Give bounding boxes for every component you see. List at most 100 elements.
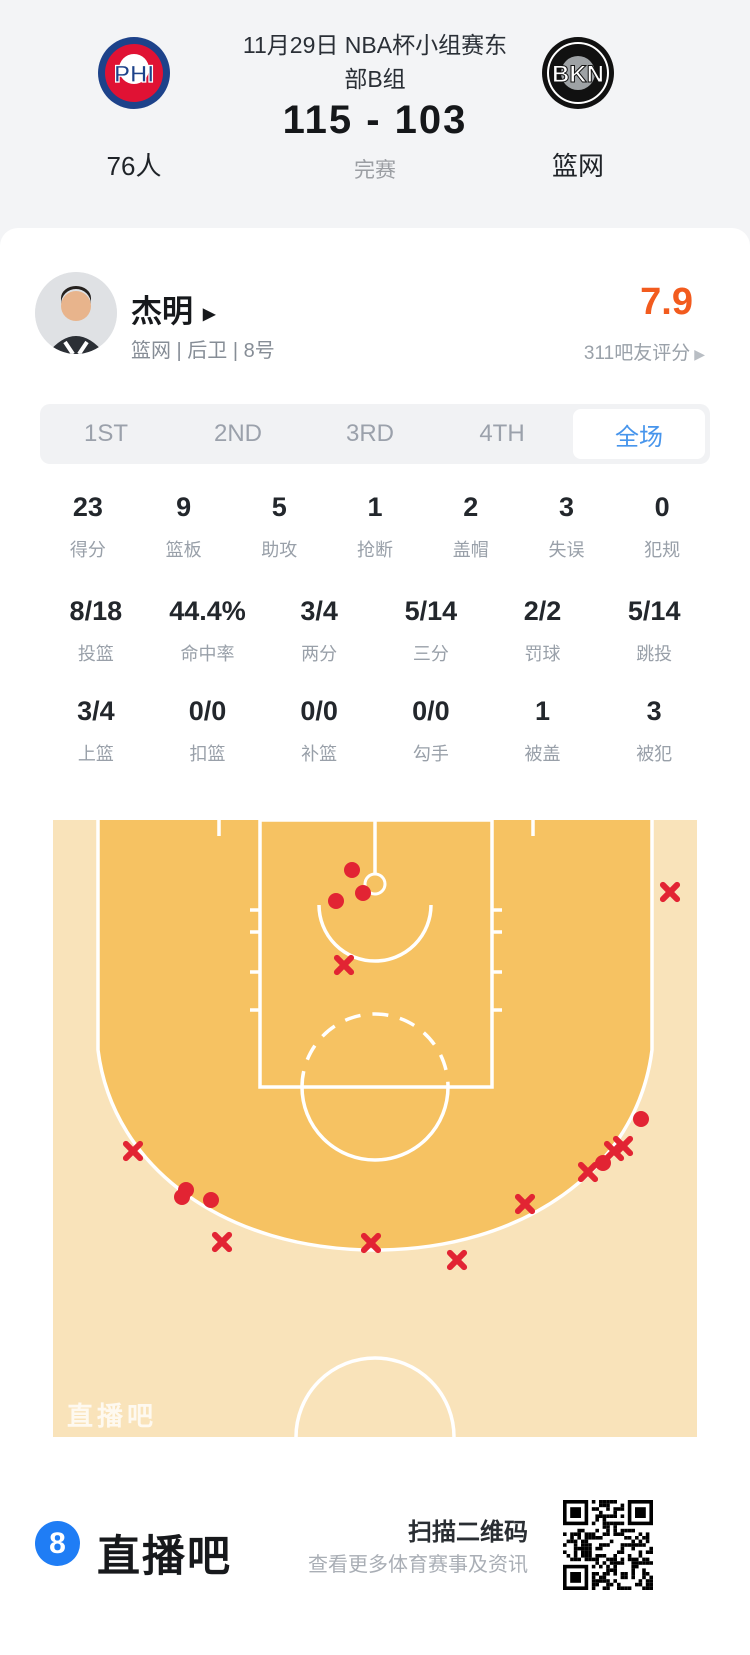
stat-cell: 2/2 罚球 <box>487 596 599 666</box>
stat-value: 5/14 <box>404 596 458 626</box>
shot-chart-court: 直播吧 <box>53 820 697 1437</box>
stat-value: 3/4 <box>300 596 338 626</box>
player-name[interactable]: 杰明 ▶ <box>131 294 216 329</box>
match-score: 115 - 103 <box>282 98 468 142</box>
player-rating: 7.9 <box>640 281 693 323</box>
stat-cell: 2 盖帽 <box>423 492 519 562</box>
svg-text:PHI: PHI <box>114 61 154 88</box>
stat-value: 5/14 <box>627 596 681 626</box>
missed-shot-marker <box>445 1248 469 1272</box>
stat-value: 0/0 <box>300 696 338 726</box>
qr-code <box>563 1500 653 1590</box>
chevron-right-icon: ▶ <box>694 346 705 362</box>
stat-label: 勾手 <box>412 744 449 764</box>
stat-label: 被犯 <box>636 744 673 764</box>
missed-shot-marker <box>658 880 682 904</box>
made-shot-marker <box>328 893 344 909</box>
stat-value: 8/18 <box>69 596 123 626</box>
made-shot-marker <box>174 1189 190 1205</box>
stat-value: 1 <box>535 696 551 726</box>
player-photo-placeholder-icon <box>35 272 117 354</box>
missed-shot-marker <box>513 1192 537 1216</box>
home-team-name: 76人 <box>106 151 162 181</box>
missed-shot-marker <box>611 1134 635 1158</box>
period-tabbar: 1ST 2ND 3RD 4TH 全场 <box>40 404 710 464</box>
stat-cell: 23 得分 <box>40 492 136 562</box>
stat-row: 8/18 投篮 44.4% 命中率 3/4 两分 5/14 三分 2/2 罚球 5/14 跳投 <box>40 596 710 666</box>
court-watermark: 直播吧 <box>67 1401 158 1431</box>
stat-row: 23 得分 9 篮板 5 助攻 1 抢断 2 盖帽 3 失误 0 犯规 <box>40 492 710 562</box>
made-shot-marker <box>344 862 360 878</box>
missed-shot-marker <box>359 1231 383 1255</box>
stat-label: 得分 <box>69 540 106 560</box>
stat-cell: 0 犯规 <box>614 492 710 562</box>
footer-brand: 直播吧 <box>97 1533 232 1581</box>
tab-全场[interactable]: 全场 <box>573 409 705 459</box>
away-team-name: 篮网 <box>551 151 604 181</box>
stat-value: 23 <box>72 492 103 522</box>
tab-2ND[interactable]: 2ND <box>213 420 262 447</box>
missed-shot-marker <box>121 1139 145 1163</box>
stat-value: 3/4 <box>77 696 115 726</box>
stat-cell: 8/18 投篮 <box>40 596 152 666</box>
missed-shot-marker <box>210 1230 234 1254</box>
tab-1ST[interactable]: 1ST <box>83 420 128 447</box>
stat-cell: 5/14 三分 <box>375 596 487 666</box>
stat-cell: 3 失误 <box>519 492 615 562</box>
stat-label: 两分 <box>301 644 338 664</box>
stat-value: 2 <box>463 492 479 522</box>
stat-value: 3 <box>558 492 574 522</box>
court-lines <box>96 820 654 1437</box>
stat-cell: 44.4% 命中率 <box>152 596 264 666</box>
tab-4TH[interactable]: 4TH <box>479 420 525 447</box>
stat-value: 1 <box>367 492 383 522</box>
stat-value: 3 <box>646 696 662 726</box>
stat-label: 跳投 <box>636 644 673 664</box>
stat-cell: 3 被犯 <box>598 696 710 766</box>
stat-label: 失误 <box>548 540 585 560</box>
stat-value: 0/0 <box>412 696 450 726</box>
stat-label: 罚球 <box>524 644 561 664</box>
stat-value: 2/2 <box>523 596 562 626</box>
stat-row: 3/4 上篮 0/0 扣篮 0/0 补篮 0/0 勾手 1 被盖 3 被犯 <box>40 696 710 766</box>
chevron-right-icon: ▶ <box>203 306 216 323</box>
stat-label: 扣篮 <box>189 744 226 764</box>
zhibo8-logo: 8 <box>35 1521 80 1566</box>
phi-logo-icon: PHI <box>98 37 170 109</box>
stat-cell: 1 抢断 <box>327 492 423 562</box>
svg-text:BKN: BKN <box>552 61 604 88</box>
stat-cell: 5 助攻 <box>231 492 327 562</box>
stat-value: 0/0 <box>188 696 227 726</box>
match-status: 完赛 <box>354 159 396 182</box>
missed-shot-marker <box>576 1160 600 1184</box>
stat-cell: 1 被盖 <box>487 696 599 766</box>
bkn-logo-icon: BKN <box>542 37 614 109</box>
away-team-logo[interactable]: BKN <box>541 36 615 110</box>
stat-cell: 0/0 补篮 <box>263 696 375 766</box>
stat-label: 抢断 <box>357 540 394 560</box>
player-meta: 篮网 | 后卫 | 8号 <box>131 340 275 362</box>
qr-subtitle: 查看更多体育赛事及资讯 <box>308 1554 528 1576</box>
qr-pattern <box>563 1500 653 1590</box>
stat-label: 助攻 <box>261 540 298 560</box>
stat-value: 9 <box>176 492 192 522</box>
stat-value: 44.4% <box>169 596 246 626</box>
stat-value: 5 <box>271 492 287 522</box>
stat-label: 三分 <box>412 644 449 664</box>
home-team-logo[interactable]: PHI <box>97 36 171 110</box>
stat-cell: 3/4 两分 <box>263 596 375 666</box>
stat-cell: 5/14 跳投 <box>598 596 710 666</box>
rating-votes-link[interactable]: 311吧友评分 ▶ <box>583 343 705 364</box>
player-avatar[interactable] <box>35 272 117 354</box>
match-title: 11月29日 NBA杯小组赛东 部B组 <box>242 32 508 92</box>
missed-shot-marker <box>332 953 356 977</box>
stat-label: 投篮 <box>77 644 114 664</box>
stat-label: 命中率 <box>180 644 235 664</box>
stat-label: 盖帽 <box>452 540 489 560</box>
made-shot-marker <box>355 885 371 901</box>
tab-3RD[interactable]: 3RD <box>345 420 394 447</box>
qr-title: 扫描二维码 <box>408 1519 528 1546</box>
made-shot-marker <box>203 1192 219 1208</box>
stat-label: 篮板 <box>165 540 202 560</box>
